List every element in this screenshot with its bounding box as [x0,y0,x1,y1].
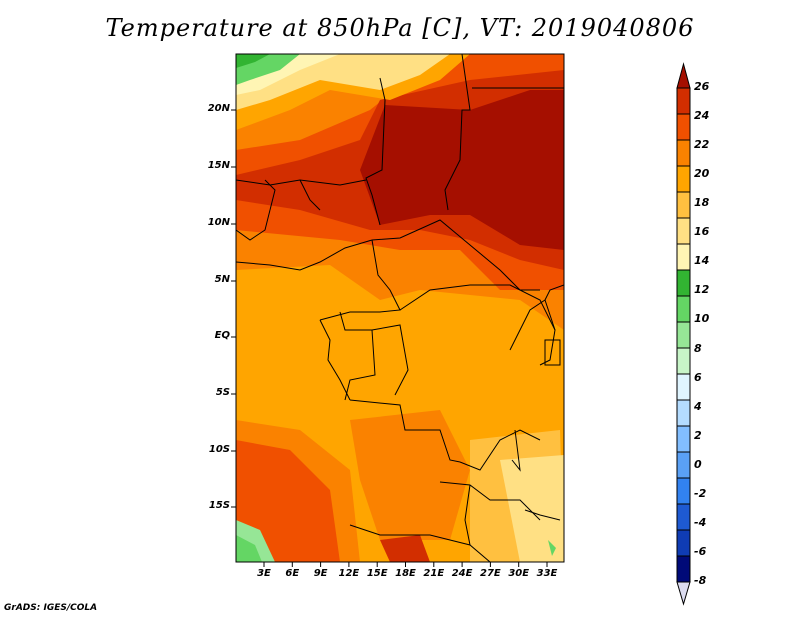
lon-tick-label: 18E [395,568,416,579]
country-borders [236,54,564,562]
lon-tick-label: 27E [480,568,501,579]
lon-tick-label: 3E [257,568,271,579]
lon-tick-label: 33E [536,568,558,579]
longitude-ticks [263,562,548,567]
map-title: Temperature at 850hPa [C], VT: 201904080… [105,14,695,42]
lat-tick-label: 5S [215,387,230,398]
lon-tick-label: 30E [508,568,530,579]
latitude-ticks [231,109,236,508]
colorbar-label: 4 [694,399,702,413]
colorbar-swatch [676,217,691,245]
colorbar-swatch [676,373,691,401]
colorbar-label: -8 [694,574,707,587]
lon-tick-label: 9E [313,568,328,579]
lat-tick-label: 15N [207,160,230,171]
footer-credit: GrADS: IGES/COLA [4,603,98,613]
colorbar-swatch [676,399,691,427]
colorbar-bottom-arrow [676,581,691,606]
colorbar-label: -4 [694,515,707,529]
colorbar-label: 2 [694,428,702,442]
colorbar-label: -2 [694,486,707,500]
colorbar-top-arrow [676,62,691,89]
colorbar-swatch [676,347,691,375]
lon-tick-label: 24E [451,568,473,579]
lat-tick-label: EQ [214,330,230,341]
lat-tick-label: 5N [214,274,230,285]
colorbar-swatch [676,451,691,479]
colorbar-label: 16 [694,225,710,239]
colorbar-label: 20 [694,167,710,181]
colorbar-label: 14 [694,254,710,268]
colorbar-swatch [676,165,691,193]
colorbar-swatch [676,243,691,271]
colorbar-swatch [676,321,691,349]
colorbar-label: 22 [694,138,710,152]
colorbar-swatch [676,269,691,297]
colorbar-label: -6 [694,544,707,558]
lon-tick-label: 12E [338,568,360,579]
colorbar-swatch [676,529,691,557]
colorbar-label: 8 [694,341,702,355]
colorbar-swatch [676,139,691,167]
lat-tick-label: 10N [207,217,230,228]
colorbar-swatch [676,555,691,583]
lat-tick-label: 15S [208,500,230,511]
lat-tick-label: 20N [207,103,230,114]
lon-tick-label: 21E [423,568,445,579]
colorbar [676,62,691,606]
lon-tick-label: 6E [285,568,300,579]
colorbar-label: 10 [694,312,710,326]
colorbar-swatch [676,87,691,115]
colorbar-label: 24 [694,109,710,123]
colorbar-label: 0 [694,457,702,471]
colorbar-swatch [676,113,691,141]
lat-tick-label: 10S [208,444,230,455]
colorbar-swatch [676,191,691,219]
colorbar-label: 6 [694,370,702,384]
map-frame [235,53,565,563]
temperature-field [236,54,564,562]
colorbar-swatch [676,477,691,505]
colorbar-swatch [676,425,691,453]
colorbar-label: 12 [694,283,710,297]
colorbar-swatch [676,295,691,323]
colorbar-label: 18 [694,196,710,210]
colorbar-label: 26 [694,80,710,93]
lon-tick-label: 15E [366,568,388,579]
colorbar-swatch [676,503,691,531]
